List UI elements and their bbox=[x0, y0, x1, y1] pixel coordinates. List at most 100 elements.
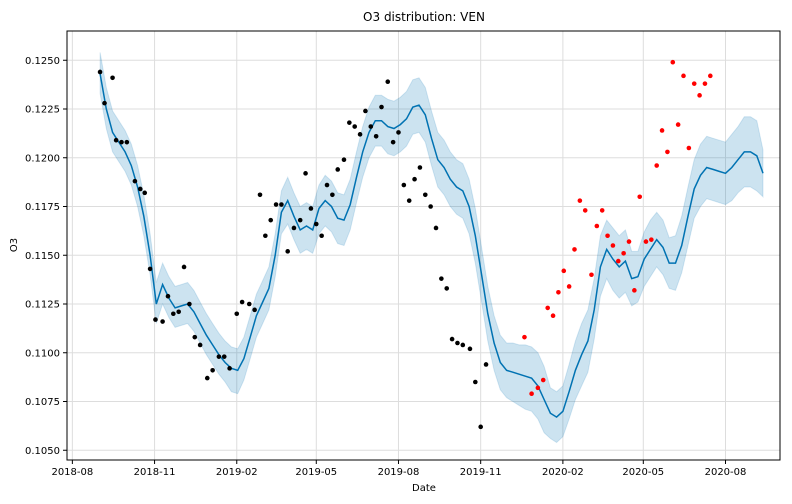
observed-point bbox=[210, 368, 215, 373]
points-layer bbox=[97, 59, 713, 430]
y-tick-label: 0.1175 bbox=[25, 202, 60, 213]
observed-point bbox=[227, 366, 232, 371]
observed-point bbox=[132, 178, 138, 184]
holdout-point bbox=[654, 163, 659, 168]
forecast-line bbox=[99, 73, 764, 419]
holdout-point bbox=[556, 290, 561, 295]
holdout-point bbox=[675, 122, 681, 127]
observed-point bbox=[439, 276, 444, 281]
holdout-point bbox=[610, 243, 616, 248]
y-axis-ticks: 0.1050 0.1075 0.1100 0.1125 0.1150 0.1175 0.12… bbox=[25, 56, 67, 457]
y-tick-label: 0.1125 bbox=[25, 300, 60, 311]
observed-point bbox=[467, 346, 473, 352]
observed-point bbox=[279, 202, 284, 207]
observed-point bbox=[433, 225, 439, 231]
observed-point bbox=[153, 317, 158, 322]
observed-point bbox=[352, 124, 358, 129]
holdout-point bbox=[522, 334, 527, 340]
x-tick-label: 2020-02 bbox=[542, 467, 584, 478]
observed-point bbox=[313, 221, 319, 227]
observed-point bbox=[390, 139, 396, 145]
observed-point bbox=[385, 79, 391, 84]
holdout-point bbox=[599, 208, 605, 213]
y-tick-label: 0.1100 bbox=[25, 348, 60, 359]
observed-point bbox=[119, 139, 124, 145]
y-tick-label: 0.1225 bbox=[25, 105, 60, 116]
x-tick-label: 2019-11 bbox=[460, 467, 502, 478]
holdout-point bbox=[577, 198, 583, 203]
observed-point bbox=[422, 192, 428, 198]
observed-point bbox=[324, 182, 330, 188]
observed-point bbox=[428, 204, 433, 209]
observed-point bbox=[285, 249, 290, 254]
observed-point bbox=[234, 311, 240, 317]
y-tick-label: 0.1150 bbox=[25, 251, 60, 262]
holdout-point bbox=[702, 81, 708, 86]
y-axis-label: O3 bbox=[9, 238, 20, 252]
observed-point bbox=[444, 286, 450, 291]
holdout-point bbox=[643, 239, 649, 244]
observed-point bbox=[97, 69, 103, 75]
holdout-point bbox=[572, 247, 577, 252]
holdout-point bbox=[540, 377, 546, 383]
holdout-point bbox=[665, 149, 670, 155]
observed-point bbox=[406, 198, 412, 203]
observed-point bbox=[330, 192, 335, 198]
observed-point bbox=[137, 186, 143, 192]
holdout-point bbox=[621, 251, 626, 256]
holdout-point bbox=[545, 305, 550, 311]
holdout-point bbox=[561, 268, 567, 274]
holdout-point bbox=[615, 258, 621, 264]
observed-point bbox=[263, 233, 268, 239]
x-tick-label: 2020-05 bbox=[622, 467, 664, 478]
observed-point bbox=[363, 108, 368, 114]
observed-point bbox=[197, 342, 203, 348]
observed-point bbox=[216, 354, 222, 359]
observed-point bbox=[147, 266, 153, 272]
holdout-point bbox=[566, 284, 572, 289]
uncertainty-band-layer bbox=[99, 52, 764, 444]
holdout-point bbox=[681, 73, 686, 79]
observed-point bbox=[187, 301, 192, 307]
x-axis-ticks: 2018-08 2018-11 2019-02 2019-05 2019-08 2019-… bbox=[51, 460, 746, 478]
observed-point bbox=[160, 319, 165, 324]
grid bbox=[67, 31, 780, 460]
holdout-point bbox=[670, 59, 676, 65]
observed-point bbox=[297, 217, 303, 223]
x-tick-label: 2018-11 bbox=[134, 467, 176, 478]
observed-point bbox=[347, 120, 352, 125]
holdout-point bbox=[626, 239, 632, 244]
observed-point bbox=[449, 336, 455, 342]
observed-point bbox=[483, 362, 489, 367]
observed-point bbox=[401, 182, 407, 188]
holdout-point bbox=[708, 73, 713, 79]
x-tick-label: 2020-08 bbox=[705, 467, 747, 478]
x-axis-label: Date bbox=[412, 483, 436, 494]
observed-point bbox=[373, 134, 379, 139]
observed-point bbox=[291, 225, 297, 231]
observed-point bbox=[257, 192, 263, 198]
observed-point bbox=[308, 206, 314, 211]
y-tick-label: 0.1050 bbox=[25, 446, 60, 457]
holdout-point bbox=[686, 145, 692, 151]
holdout-point bbox=[594, 223, 600, 229]
observed-point bbox=[252, 307, 257, 313]
observed-point bbox=[239, 299, 245, 305]
x-tick-label: 2019-02 bbox=[216, 467, 258, 478]
plot-frame bbox=[66, 30, 781, 461]
observed-point bbox=[412, 176, 417, 182]
x-tick-label: 2019-08 bbox=[378, 467, 420, 478]
observed-point bbox=[268, 217, 274, 223]
observed-point bbox=[335, 167, 341, 172]
chart-title: O3 distribution: VEN bbox=[363, 10, 485, 24]
observed-point bbox=[124, 139, 130, 145]
observed-point bbox=[460, 342, 466, 348]
holdout-point bbox=[697, 93, 702, 98]
y-tick-label: 0.1200 bbox=[25, 153, 60, 164]
observed-point bbox=[341, 157, 347, 162]
forecast-line-layer bbox=[99, 73, 764, 419]
observed-point bbox=[176, 309, 181, 315]
observed-point bbox=[113, 137, 119, 143]
